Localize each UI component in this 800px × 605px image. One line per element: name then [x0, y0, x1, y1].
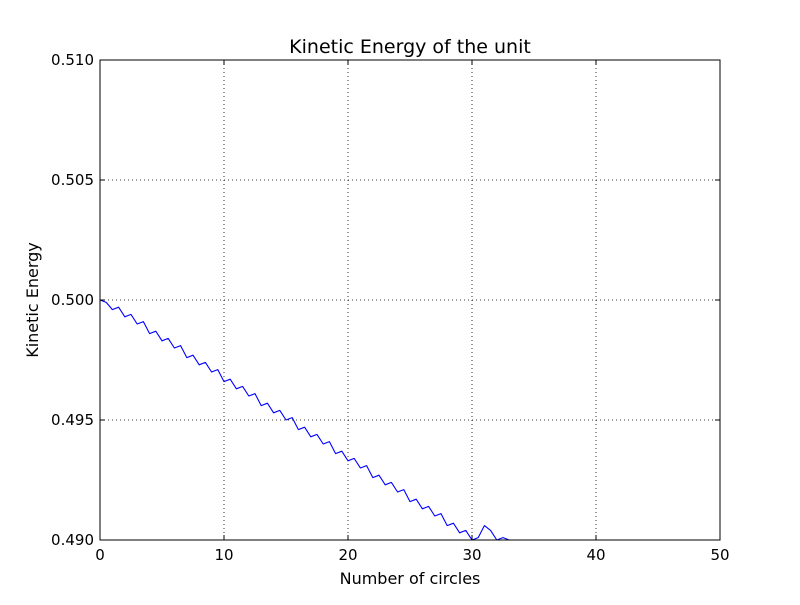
- y-tick-label: 0.495: [51, 411, 94, 429]
- x-tick-label: 50: [710, 546, 729, 564]
- grid-lines: [100, 60, 720, 540]
- y-tick-label: 0.500: [51, 291, 94, 309]
- axis-ticks: [99, 59, 721, 541]
- y-axis-label: Kinetic Energy: [23, 242, 42, 358]
- y-tick-label: 0.490: [51, 531, 94, 549]
- x-tick-label: 0: [95, 546, 105, 564]
- plot-series: [99, 299, 510, 541]
- x-tick-label: 40: [586, 546, 605, 564]
- y-tick-label: 0.510: [51, 51, 94, 69]
- chart-title: Kinetic Energy of the unit: [289, 36, 531, 58]
- x-tick-label: 20: [338, 546, 357, 564]
- tick-labels: 0 10 20 30 40 50 0.490 0.495 0.500 0.505 0.510: [51, 51, 730, 564]
- y-tick-label: 0.505: [51, 171, 94, 189]
- x-tick-label: 30: [462, 546, 481, 564]
- x-axis-label: Number of circles: [340, 569, 481, 588]
- kinetic-energy-line: [99, 299, 510, 541]
- x-tick-label: 10: [214, 546, 233, 564]
